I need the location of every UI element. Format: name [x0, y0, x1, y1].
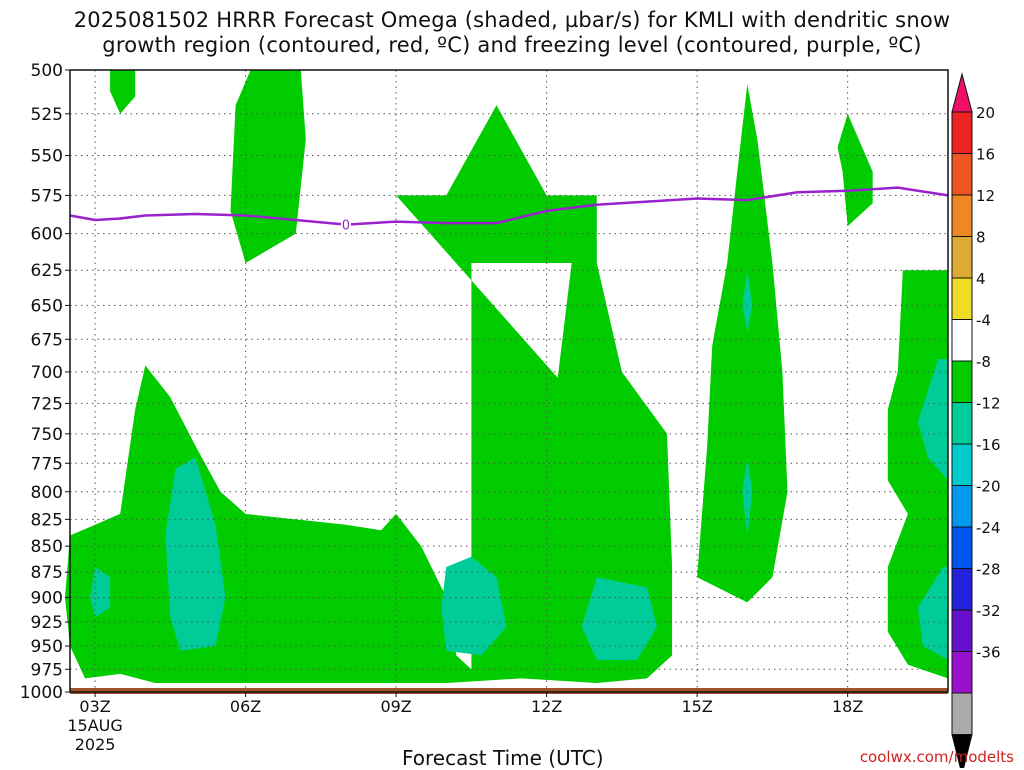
- x-tick-date: 15AUG: [67, 716, 122, 735]
- y-tick-label-850: 850: [31, 537, 63, 557]
- freezing-level-line: [69, 186, 949, 226]
- y-tick-label-525: 525: [31, 105, 63, 125]
- omega-shading-layer: [65, 70, 948, 683]
- credit-link[interactable]: coolwx.com/modelts: [859, 748, 1014, 766]
- omega-region-12: [917, 359, 948, 481]
- colorbar-segment-5: [951, 277, 973, 320]
- x-tick-label-18Z: 18Z: [832, 697, 863, 716]
- freezing-label-bg: [340, 216, 351, 231]
- chart-title-line-2: growth region (contoured, red, ºC) and f…: [102, 33, 922, 57]
- colorbar-label-12: -32: [976, 602, 1001, 620]
- colorbar-segment-14: [951, 651, 973, 694]
- chart-title-line-1: 2025081502 HRRR Forecast Omega (shaded, …: [73, 8, 951, 32]
- colorbar-label-10: -24: [976, 519, 1001, 537]
- omega-region-6: [165, 457, 226, 651]
- y-tick-label-925: 925: [31, 613, 63, 633]
- y-tick-label-625: 625: [31, 261, 63, 281]
- omega-region-3: [697, 84, 788, 603]
- colorbar-segment-12: [951, 568, 973, 611]
- omega-region-4: [837, 113, 873, 227]
- colorbar-label-3: 8: [976, 229, 986, 247]
- colorbar-segment-11: [951, 526, 973, 569]
- x-tick-label-12Z: 12Z: [531, 697, 562, 716]
- y-tick-label-725: 725: [31, 394, 63, 414]
- y-tick-label-675: 675: [31, 330, 63, 350]
- ground-surface: [70, 688, 948, 694]
- colorbar-label-2: 12: [976, 187, 995, 205]
- colorbar-label-11: -28: [976, 561, 1001, 579]
- colorbar-label-1: 16: [976, 146, 995, 164]
- colorbar-bottom-arrow: [951, 734, 973, 768]
- colorbar-segment-2: [951, 153, 973, 196]
- y-tick-label-1000: 1000: [20, 683, 63, 703]
- colorbar-label-13: -36: [976, 644, 1001, 662]
- colorbar-label-7: -12: [976, 395, 1001, 413]
- y-tick-label-550: 550: [31, 147, 63, 167]
- y-tick-label-875: 875: [31, 563, 63, 583]
- x-axis-label: Forecast Time (UTC): [402, 746, 604, 770]
- omega-region-9: [581, 577, 657, 660]
- omega-region-2: [65, 105, 673, 683]
- y-tick-label-650: 650: [31, 296, 63, 316]
- colorbar-label-5: -4: [976, 312, 991, 330]
- x-tick-label-15Z: 15Z: [681, 697, 712, 716]
- omega-region-0: [110, 70, 136, 114]
- colorbar-top-arrow: [951, 72, 973, 113]
- plot-frame: [69, 69, 949, 693]
- y-tick-label-600: 600: [31, 225, 63, 245]
- y-tick-label-900: 900: [31, 588, 63, 608]
- y-tick-label-950: 950: [31, 637, 63, 657]
- colorbar-label-8: -16: [976, 436, 1001, 454]
- colorbar-segment-8: [951, 402, 973, 445]
- y-tick-label-825: 825: [31, 510, 63, 530]
- y-tick-label-975: 975: [31, 660, 63, 680]
- colorbar-segment-3: [951, 194, 973, 237]
- colorbar-segment-15: [951, 692, 973, 735]
- x-tick-label-06Z: 06Z: [230, 697, 261, 716]
- colorbar-segment-7: [951, 360, 973, 403]
- axes-layer: 500 525 550 575 600 625 650 675 700 725 750 775 800 8…: [20, 61, 949, 754]
- omega-region-8: [441, 556, 507, 656]
- colorbar-segment-9: [951, 443, 973, 486]
- omega-region-5: [887, 270, 948, 679]
- omega-region-11: [742, 457, 753, 536]
- colorbar-segment-13: [951, 609, 973, 652]
- y-tick-label-500: 500: [31, 61, 63, 81]
- y-tick-label-575: 575: [31, 186, 63, 206]
- colorbar-segment-4: [951, 236, 973, 279]
- freezing-level-label: 0: [342, 219, 350, 234]
- y-tick-label-800: 800: [31, 483, 63, 503]
- colorbar: 20 16 12 8 4 -4 -8 -12 -16 -20 -24 -28 -32 -36: [951, 72, 1001, 768]
- colorbar-segment-6: [951, 319, 973, 362]
- colorbar-label-4: 4: [976, 270, 986, 288]
- y-tick-label-750: 750: [31, 425, 63, 445]
- freezing-level-contour: 0: [69, 186, 949, 234]
- omega-region-10: [742, 270, 753, 333]
- y-tick-label-775: 775: [31, 454, 63, 474]
- x-tick-label-03Z: 03Z: [79, 697, 110, 716]
- colorbar-segment-10: [951, 485, 973, 528]
- colorbar-segment-1: [951, 111, 973, 154]
- ground-strip: [70, 688, 948, 694]
- x-tick-year: 2025: [75, 735, 116, 754]
- colorbar-label-9: -20: [976, 478, 1001, 496]
- y-tick-label-700: 700: [31, 363, 63, 383]
- grid-layer: [70, 70, 948, 692]
- omega-region-13: [917, 567, 948, 660]
- x-tick-label-09Z: 09Z: [380, 697, 411, 716]
- colorbar-label-0: 20: [976, 104, 995, 122]
- colorbar-label-6: -8: [976, 353, 991, 371]
